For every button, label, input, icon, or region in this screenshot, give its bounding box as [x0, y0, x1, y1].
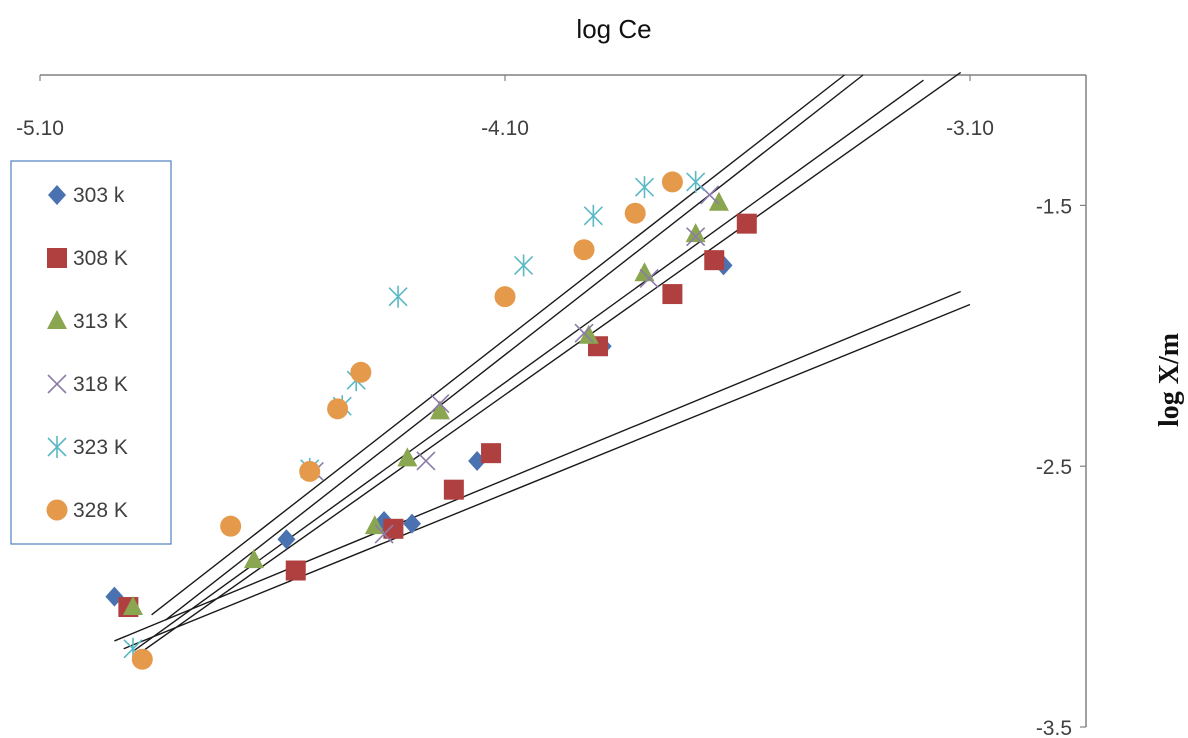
point-318-k: [416, 451, 436, 471]
point-328-k: [661, 171, 683, 193]
point-318-k: [430, 394, 450, 414]
point-328-k: [131, 648, 153, 670]
y-tick-label: -1.5: [1036, 195, 1072, 218]
point-308-k: [383, 518, 404, 539]
x-axis-title: log Ce: [576, 14, 651, 44]
fit-line-328-k: [151, 74, 845, 616]
fit-lines: [114, 71, 971, 652]
legend-item-303-k: 303 k: [48, 184, 125, 207]
legend-marker-303-k: [48, 185, 66, 205]
point-313-k: [708, 191, 729, 211]
point-323-k: [514, 254, 534, 277]
point-308-k: [704, 250, 725, 271]
fit-line-308-k: [114, 290, 961, 642]
y-axis-title: log X/m: [1154, 333, 1185, 427]
point-323-k: [686, 170, 706, 193]
point-328-k: [220, 515, 242, 537]
axis-ticks: -5.10 -4.10 -3.10 -1.5 -2.5 -3.5: [16, 75, 1086, 738]
point-308-k: [662, 284, 683, 305]
y-tick-label: -3.5: [1036, 717, 1072, 738]
legend-marker-328-k: [46, 499, 68, 521]
legend-item-318-k: 318 K: [47, 373, 128, 396]
point-318-k: [574, 323, 594, 343]
legend-marker-313-k: [47, 310, 67, 329]
point-313-k: [429, 400, 450, 420]
legend-marker-323-k: [47, 436, 67, 458]
legend-marker-308-k: [47, 248, 67, 268]
point-328-k: [573, 239, 595, 261]
legend-item-308-k: 308 K: [47, 247, 128, 270]
legend-label-303-k: 303 k: [73, 184, 125, 207]
legend-label-318-k: 318 K: [73, 373, 128, 396]
x-tick-label: -4.10: [481, 117, 529, 140]
point-323-k: [583, 204, 603, 227]
point-313-k: [397, 447, 418, 467]
fit-line-323-k: [165, 74, 864, 621]
point-318-k: [639, 268, 659, 288]
point-328-k: [327, 398, 349, 420]
point-308-k: [481, 443, 502, 464]
legend-label-313-k: 313 K: [73, 310, 128, 333]
x-tick-label: -3.10: [946, 117, 994, 140]
point-323-k: [634, 176, 655, 199]
point-328-k: [299, 460, 321, 482]
point-323-k: [388, 285, 408, 308]
point-328-k: [350, 361, 372, 383]
point-318-k: [686, 227, 706, 247]
point-313-k: [123, 596, 143, 616]
legend-label-328-k: 328 K: [73, 499, 128, 522]
legend-marker-318-k: [47, 374, 67, 394]
legend-label-308-k: 308 K: [73, 247, 128, 270]
y-tick-label: -2.5: [1036, 456, 1072, 479]
fit-line-318-k: [141, 71, 962, 652]
point-313-k: [243, 549, 264, 569]
point-308-k: [736, 213, 757, 234]
legend-label-323-k: 323 K: [73, 436, 128, 459]
fit-line-303-k: [123, 303, 971, 650]
point-318-k: [374, 524, 394, 544]
legend-box: [10, 160, 172, 545]
point-303-k: [277, 529, 296, 550]
point-328-k: [624, 202, 646, 224]
data-points: [105, 170, 757, 670]
x-tick-label: -5.10: [16, 117, 64, 140]
point-313-k: [578, 324, 599, 344]
point-328-k: [494, 286, 516, 308]
legend-item-328-k: 328 K: [46, 499, 128, 522]
legend-item-313-k: 313 K: [47, 310, 128, 333]
point-303-k: [403, 513, 421, 534]
point-313-k: [685, 223, 706, 243]
fit-line-313-k: [132, 79, 924, 652]
point-313-k: [634, 262, 655, 282]
point-308-k: [443, 479, 464, 500]
legend: 303 k 308 K 313 K 318 K 323 K 328 K: [46, 184, 128, 522]
legend-item-323-k: 323 K: [47, 436, 128, 459]
point-308-k: [285, 560, 306, 581]
